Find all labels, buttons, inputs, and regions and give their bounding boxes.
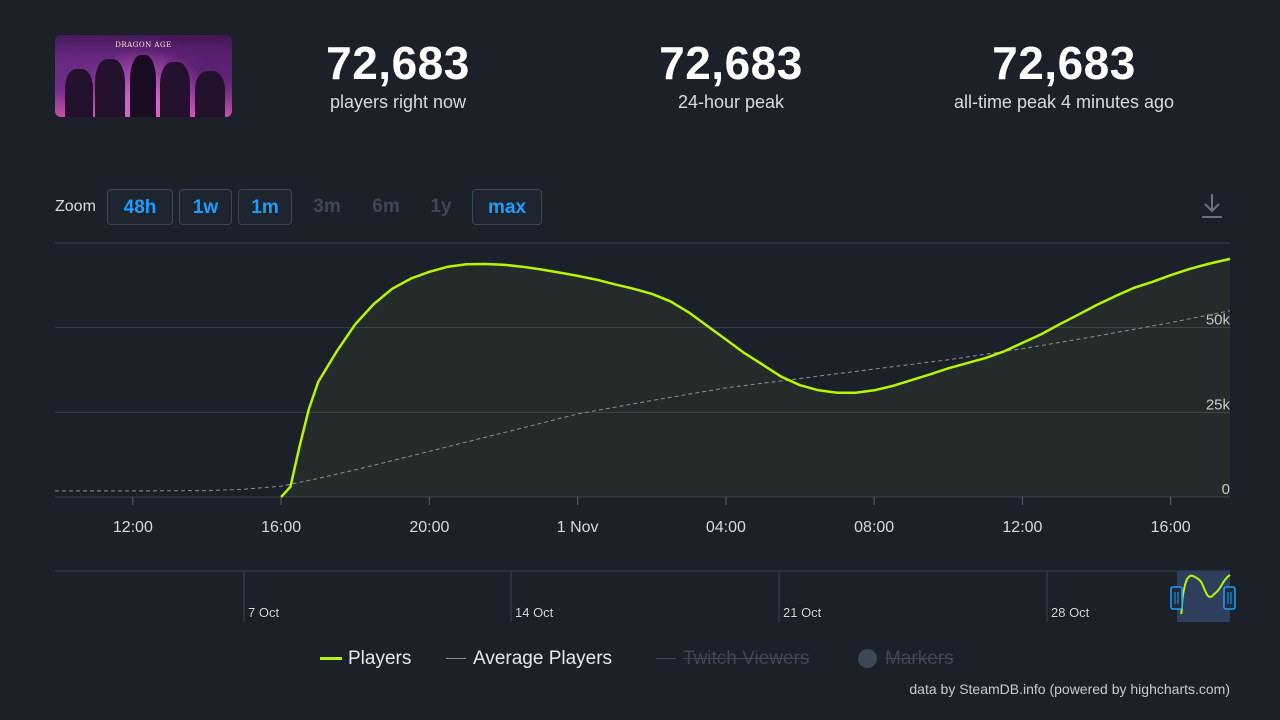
thumbnail-figure [195, 71, 225, 117]
legend-label: Players [348, 648, 412, 669]
zoom-1y-button: 1y [430, 196, 452, 217]
x-tick-label: 20:00 [409, 519, 449, 536]
x-tick-label: 12:00 [1002, 519, 1042, 536]
game-thumbnail[interactable]: DRAGON AGE [55, 35, 232, 117]
average-players-line [55, 310, 1231, 492]
navigator-series-line [1180, 574, 1231, 615]
zoom-1m-button[interactable]: 1m [238, 189, 292, 225]
stat-label: all-time peak 4 minutes ago [953, 92, 1175, 112]
y-tick-label: 25k [1206, 396, 1231, 413]
thumbnail-figure [160, 62, 190, 117]
navigator-tick-label: 21 Oct [783, 605, 822, 620]
stat-value: 72,683 [992, 37, 1136, 89]
x-tick-label: 12:00 [113, 519, 153, 536]
legend-item-players[interactable]: Players [320, 648, 411, 670]
legend-label: Markers [885, 648, 954, 669]
thumbnail-figure [65, 69, 93, 117]
y-tick-label: 50k [1206, 312, 1231, 329]
navigator-tick-label: 28 Oct [1051, 605, 1090, 620]
legend-swatch-twitch [656, 658, 676, 660]
players-area [281, 258, 1231, 497]
navigator-right-handle[interactable] [1223, 586, 1236, 610]
download-icon[interactable] [1200, 192, 1224, 220]
stat-value: 72,683 [326, 37, 470, 89]
navigator-tick-label: 7 Oct [248, 605, 279, 620]
zoom-3m-button: 3m [313, 196, 341, 217]
legend-item-markers[interactable]: Markers [858, 648, 954, 670]
players-line [280, 257, 1231, 498]
zoom-6m-button: 6m [372, 196, 400, 217]
stat-label: players right now [329, 92, 467, 112]
x-tick-label: 16:00 [1151, 519, 1191, 536]
stat-players-now: 72,683 players right now [268, 38, 528, 113]
x-tick-label: 08:00 [854, 519, 894, 536]
legend-swatch-average [446, 658, 466, 660]
navigator-selected-range[interactable] [1177, 571, 1230, 622]
zoom-label: Zoom [55, 198, 96, 215]
zoom-max-button[interactable]: max [472, 189, 542, 225]
stat-24h-peak: 72,683 24-hour peak [601, 38, 861, 113]
navigator-left-handle[interactable] [1170, 586, 1183, 610]
thumbnail-figure [130, 55, 156, 117]
stat-all-time-peak: 72,683 all-time peak 4 minutes ago [934, 38, 1194, 113]
thumbnail-logo-text: DRAGON AGE [115, 41, 172, 49]
thumbnail-figure [95, 59, 125, 117]
legend-swatch-markers [858, 649, 877, 669]
chart-credit[interactable]: data by SteamDB.info (powered by highcha… [909, 681, 1230, 697]
legend-item-twitch-viewers[interactable]: Twitch Viewers [656, 648, 809, 670]
legend-swatch-players [320, 657, 342, 661]
stat-value: 72,683 [659, 37, 803, 89]
legend-label: Twitch Viewers [683, 648, 810, 669]
zoom-48h-button[interactable]: 48h [107, 189, 173, 225]
x-tick-label: 16:00 [261, 519, 301, 536]
navigator-tick-label: 14 Oct [515, 605, 554, 620]
x-tick-label: 04:00 [706, 519, 746, 536]
legend-label: Average Players [473, 648, 613, 669]
legend-item-average-players[interactable]: Average Players [446, 648, 612, 670]
y-tick-label: 0 [1222, 481, 1230, 498]
x-tick-label: 1 Nov [557, 519, 599, 536]
stat-label: 24-hour peak [677, 92, 785, 112]
zoom-1w-button[interactable]: 1w [179, 189, 232, 225]
